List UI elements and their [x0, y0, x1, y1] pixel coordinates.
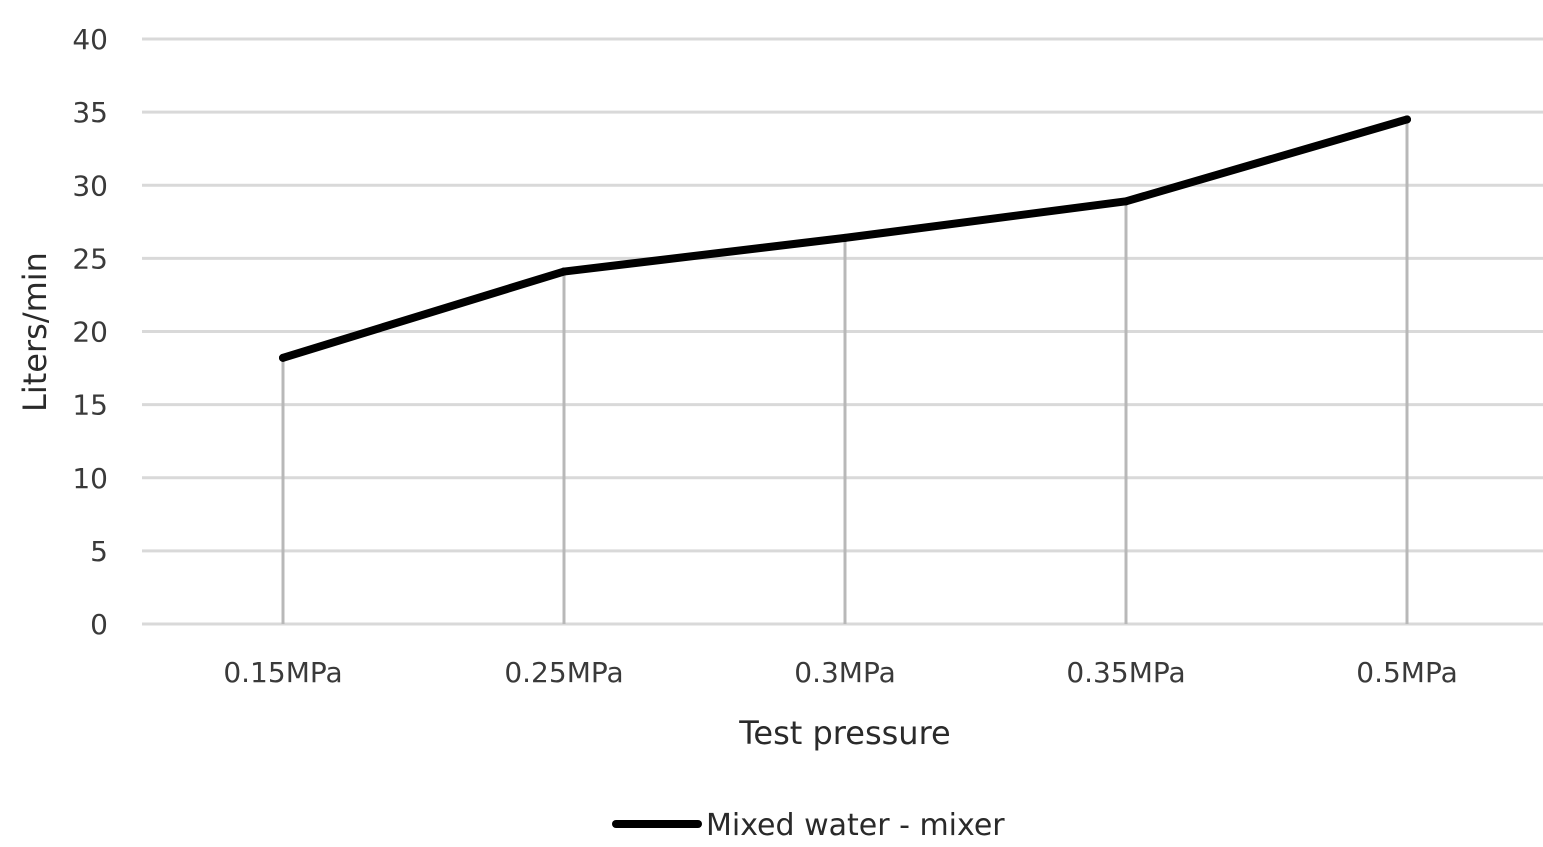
legend: Mixed water - mixer [612, 808, 1005, 843]
y-tick-label: 30 [72, 169, 108, 202]
x-tick-label: 0.25MPa [504, 656, 623, 689]
y-tick-label: 25 [72, 242, 108, 275]
data-point-0.3MPa [841, 233, 849, 242]
series-layer [279, 115, 1411, 362]
y-tick-label: 20 [72, 316, 108, 349]
data-point-0.15MPa [279, 353, 287, 362]
legend-label: Mixed water - mixer [706, 808, 1005, 843]
gridlines [142, 37, 1543, 626]
y-tick-label: 5 [90, 535, 108, 568]
y-axis-ticks: 0 5 10 15 20 25 30 35 40 [72, 23, 108, 641]
y-tick-label: 15 [72, 389, 108, 422]
x-tick-label: 0.5MPa [1356, 656, 1457, 689]
x-tick-label: 0.3MPa [794, 656, 895, 689]
data-point-0.5MPa [1403, 115, 1411, 124]
y-axis-title: Liters/min [16, 252, 54, 412]
x-axis-title: Test pressure [738, 714, 950, 752]
x-axis-ticks: 0.15MPa 0.25MPa 0.3MPa 0.35MPa 0.5MPa [223, 656, 1457, 689]
y-tick-label: 40 [72, 23, 108, 56]
x-tick-label: 0.35MPa [1066, 656, 1185, 689]
y-tick-label: 10 [72, 462, 108, 495]
x-tick-label: 0.15MPa [223, 656, 342, 689]
y-tick-label: 35 [72, 96, 108, 129]
data-point-0.35MPa [1122, 197, 1130, 206]
y-tick-label: 0 [90, 608, 108, 641]
drop-lines [281, 119, 1409, 624]
data-point-0.25MPa [560, 267, 568, 276]
